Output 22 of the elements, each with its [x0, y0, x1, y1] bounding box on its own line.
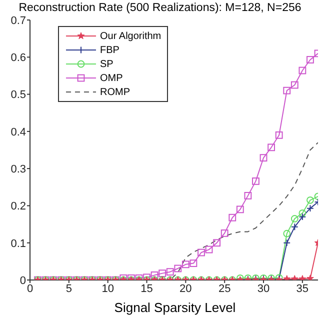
y-tick-label: 0.4 — [10, 126, 26, 138]
y-tick-label: 0.1 — [10, 238, 26, 250]
legend-label: SP — [100, 58, 114, 70]
x-tick-label: 10 — [102, 282, 114, 295]
y-tick-label: 0.7 — [10, 14, 26, 27]
y-tick-label: 0.6 — [10, 52, 26, 64]
x-tick-label: 5 — [66, 282, 72, 295]
x-tick-label: 25 — [218, 282, 231, 295]
x-tick-label: 30 — [257, 282, 270, 295]
y-tick-label: 0.3 — [10, 163, 26, 176]
y-tick-label: 0.5 — [10, 89, 26, 102]
y-tick-label: 0 — [20, 274, 26, 287]
x-tick-label: 35 — [296, 282, 309, 295]
legend-label: FBP — [100, 44, 120, 56]
y-tick-label: 0.2 — [10, 200, 26, 213]
x-tick-label: 15 — [140, 282, 153, 295]
legend-label: Our Algorithm — [100, 30, 162, 42]
chart-title: Reconstruction Rate (500 Realizations): M=128, N=256 — [18, 2, 302, 14]
legend-label: ROMP — [100, 86, 130, 98]
legend-label: OMP — [100, 72, 123, 84]
x-axis-title: Signal Sparsity Level — [113, 300, 237, 315]
x-tick-label: 20 — [180, 282, 192, 295]
